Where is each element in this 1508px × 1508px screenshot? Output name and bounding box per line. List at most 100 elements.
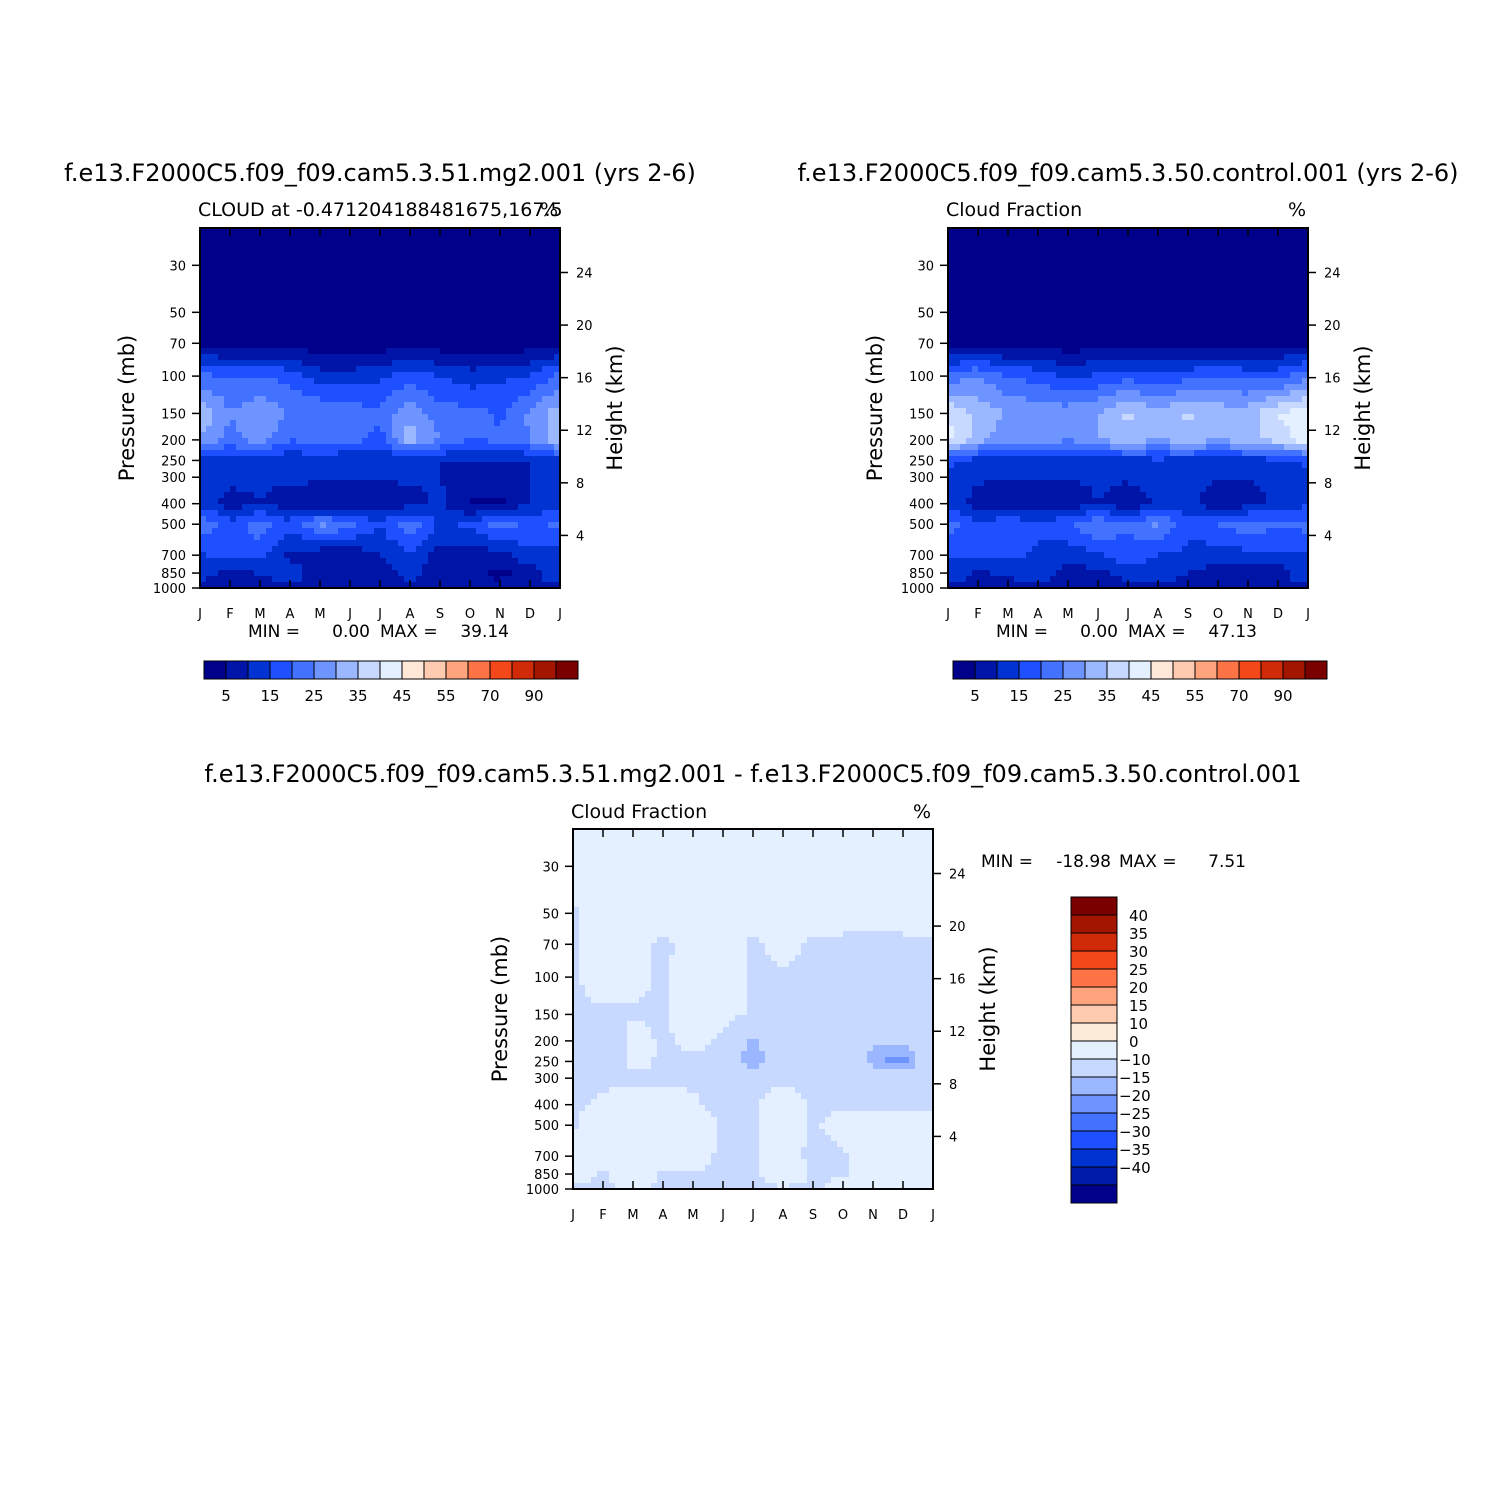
height-tick-label: 4 [576, 529, 584, 544]
colorbar-label: −30 [1119, 1123, 1151, 1141]
colorbar-label: −40 [1119, 1159, 1151, 1177]
pressure-tick-label: 300 [534, 1072, 559, 1087]
colorbar-box [1260, 660, 1284, 680]
colorbar-box [1070, 914, 1118, 934]
month-label: J [1095, 607, 1100, 622]
pressure-tick-label: 850 [534, 1168, 559, 1183]
pressure-tick-label: 300 [161, 471, 186, 486]
colorbar-label: 45 [392, 687, 411, 705]
pressure-tick-label: 500 [534, 1119, 559, 1134]
pressure-tick-label: 400 [161, 498, 186, 513]
colorbar-box [1070, 1040, 1118, 1060]
colorbar-label: −20 [1119, 1087, 1151, 1105]
pressure-tick-label: 850 [909, 567, 934, 582]
panel-subtitle: Cloud Fraction [571, 801, 707, 823]
panel-title: f.e13.F2000C5.f09_f09.cam5.3.51.mg2.001 … [204, 760, 1301, 788]
pressure-tick-label: 200 [161, 434, 186, 449]
pressure-tick-label: 850 [161, 567, 186, 582]
height-tick-label: 4 [949, 1130, 957, 1145]
colorbar-box [1070, 1166, 1118, 1186]
colorbar-box [1070, 1112, 1118, 1132]
colorbar-label: 15 [1129, 997, 1148, 1015]
colorbar-label: 90 [1273, 687, 1292, 705]
pressure-tick-label: 300 [909, 471, 934, 486]
chart-panel-p1: f.e13.F2000C5.f09_f09.cam5.3.51.mg2.001 … [64, 159, 696, 705]
height-tick-label: 4 [1324, 529, 1332, 544]
pressure-tick-label: 1000 [153, 582, 186, 597]
month-label: N [1243, 607, 1253, 622]
colorbar-box [1172, 660, 1196, 680]
pressure-tick-label: 400 [909, 498, 934, 513]
y2-axis-label: Height (km) [1351, 345, 1375, 470]
month-label: A [406, 607, 415, 622]
height-tick-label: 16 [1324, 372, 1341, 387]
min-label: MIN = [981, 852, 1033, 872]
colorbar-box [1070, 1004, 1118, 1024]
colorbar-box [1128, 660, 1152, 680]
colorbar-label: 15 [260, 687, 279, 705]
colorbar-box [1084, 660, 1108, 680]
height-tick-label: 8 [949, 1078, 957, 1093]
max-label: MAX = [1128, 622, 1186, 642]
panel-title: f.e13.F2000C5.f09_f09.cam5.3.50.control.… [797, 159, 1458, 187]
colorbar-box [1070, 1094, 1118, 1114]
colorbar-box [1070, 1022, 1118, 1042]
pressure-tick-label: 700 [534, 1150, 559, 1165]
chart-panel-p2: f.e13.F2000C5.f09_f09.cam5.3.50.control.… [797, 159, 1458, 705]
colorbar-label: 70 [1229, 687, 1248, 705]
pressure-tick-label: 700 [909, 549, 934, 564]
colorbar-label: −10 [1119, 1051, 1151, 1069]
pressure-tick-label: 100 [909, 370, 934, 385]
month-label: J [945, 607, 950, 622]
max-label: MAX = [380, 622, 438, 642]
height-tick-label: 24 [1324, 266, 1341, 281]
month-label: M [687, 1208, 698, 1223]
pressure-tick-label: 1000 [526, 1183, 559, 1198]
pressure-tick-label: 30 [542, 860, 559, 875]
colorbar-box [1070, 1184, 1118, 1204]
month-label: J [1125, 607, 1130, 622]
y2-axis-label: Height (km) [976, 946, 1000, 1071]
colorbar: 5 15 25 35 45 55 70 90 [203, 660, 579, 705]
min-value: 0.00 [1080, 622, 1118, 642]
pressure-tick-label: 700 [161, 549, 186, 564]
colorbar-box [423, 660, 447, 680]
month-label: M [1062, 607, 1073, 622]
height-tick-label: 8 [1324, 477, 1332, 492]
colorbar-box [1070, 932, 1118, 952]
colorbar-box [335, 660, 359, 680]
y-axis-label: Pressure (mb) [488, 936, 512, 1083]
height-tick-label: 24 [949, 867, 966, 882]
colorbar-box [1070, 950, 1118, 970]
colorbar-label: 30 [1129, 943, 1148, 961]
month-label: M [1002, 607, 1013, 622]
month-label: M [314, 607, 325, 622]
colorbar-label: 5 [221, 687, 231, 705]
month-label: J [197, 607, 202, 622]
min-label: MIN = [248, 622, 300, 642]
height-tick-label: 20 [949, 920, 966, 935]
colorbar-box [269, 660, 293, 680]
panel-subtitle: CLOUD at -0.471204188481675,167.5 [198, 199, 563, 221]
colorbar-label: 55 [1185, 687, 1204, 705]
colorbar-box [952, 660, 976, 680]
colorbar-box [467, 660, 491, 680]
colorbar-label: 35 [348, 687, 367, 705]
colorbar-box [445, 660, 469, 680]
colorbar-box [1040, 660, 1064, 680]
month-label: D [525, 607, 535, 622]
height-tick-label: 16 [949, 973, 966, 988]
month-label: J [1305, 607, 1310, 622]
units-label: % [1288, 199, 1306, 221]
colorbar-box [1304, 660, 1328, 680]
height-tick-label: 12 [576, 424, 593, 439]
month-label: D [898, 1208, 908, 1223]
colorbar-label: −25 [1119, 1105, 1151, 1123]
colorbar-label: −15 [1119, 1069, 1151, 1087]
month-label: J [720, 1208, 725, 1223]
colorbar-box [533, 660, 557, 680]
colorbar-box [489, 660, 513, 680]
pressure-tick-label: 70 [542, 938, 559, 953]
pressure-tick-label: 250 [161, 454, 186, 469]
